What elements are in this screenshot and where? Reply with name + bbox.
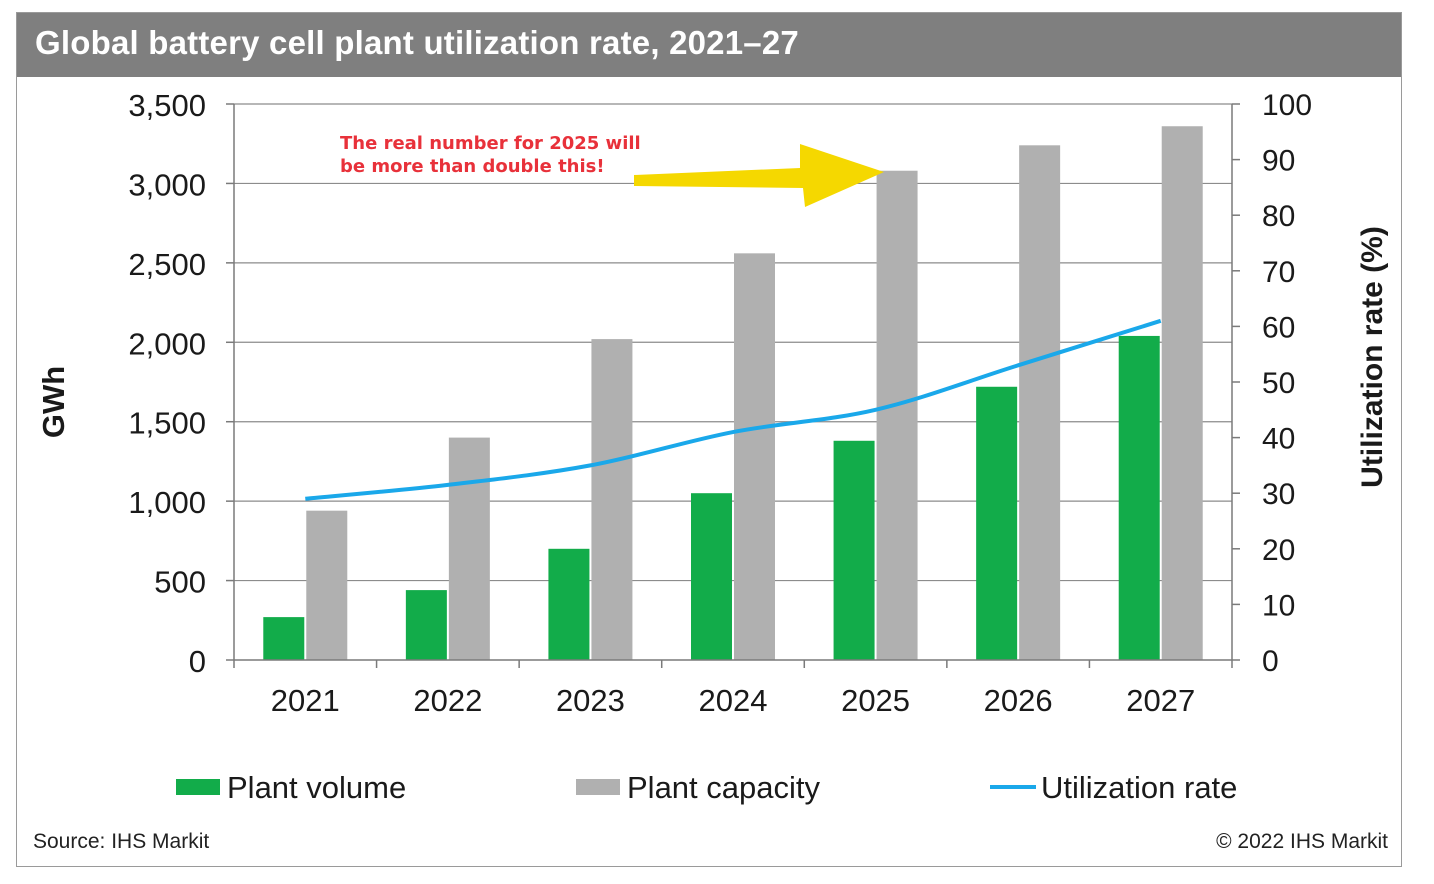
- y-axis-title: GWh: [36, 366, 71, 438]
- chart-title: Global battery cell plant utilization ra…: [35, 24, 799, 61]
- y-right-tick-label: 70: [1262, 256, 1295, 289]
- y-right-tick-label: 60: [1262, 311, 1295, 344]
- x-tick-label: 2022: [413, 683, 482, 718]
- y-right-tick-label: 100: [1262, 89, 1312, 122]
- bar-plant-capacity: [734, 253, 775, 660]
- annotation-text: The real number for 2025 will: [340, 133, 641, 154]
- legend-label: Plant capacity: [627, 770, 820, 805]
- bar-plant-capacity: [1019, 145, 1061, 660]
- y-tick-label: 0: [189, 644, 206, 679]
- bar-plant-volume: [548, 548, 590, 660]
- y-tick-label: 3,500: [128, 88, 206, 123]
- y-right-tick-label: 80: [1262, 200, 1295, 233]
- bar-plant-volume: [976, 386, 1018, 660]
- bar-plant-capacity: [591, 339, 633, 660]
- bar-plant-volume: [1118, 335, 1160, 660]
- bar-plant-capacity: [306, 510, 348, 660]
- y-right-tick-label: 30: [1262, 478, 1295, 511]
- annotation-text: be more than double this!: [340, 156, 605, 177]
- x-tick-label: 2024: [699, 683, 768, 718]
- y-tick-label: 3,000: [128, 167, 206, 202]
- y-right-tick-label: 50: [1262, 367, 1295, 400]
- x-tick-label: 2023: [556, 683, 625, 718]
- bar-plant-volume: [833, 440, 875, 660]
- y-right-tick-label: 40: [1262, 423, 1295, 456]
- annotation-arrow: [634, 144, 884, 207]
- y-right-axis-title: Utilization rate (%): [1356, 226, 1389, 488]
- y-tick-label: 2,000: [128, 326, 206, 361]
- y-tick-label: 1,000: [128, 485, 206, 520]
- legend-swatch: [176, 779, 220, 795]
- x-tick-label: 2027: [1126, 683, 1195, 718]
- x-tick-label: 2026: [984, 683, 1053, 718]
- title-bar: Global battery cell plant utilization ra…: [17, 13, 1401, 77]
- legend-swatch: [576, 779, 620, 795]
- bar-plant-capacity: [876, 170, 918, 660]
- y-tick-label: 1,500: [128, 406, 206, 441]
- y-right-tick-label: 20: [1262, 534, 1295, 567]
- y-tick-label: 2,500: [128, 247, 206, 282]
- utilization-rate-line: [305, 318, 1162, 501]
- legend-label: Utilization rate: [1041, 770, 1237, 805]
- source-note: Source: IHS Markit: [33, 830, 210, 853]
- copyright-note: © 2022 IHS Markit: [1216, 830, 1388, 853]
- y-right-tick-label: 10: [1262, 589, 1295, 622]
- bar-plant-volume: [263, 617, 305, 660]
- legend-label: Plant volume: [227, 770, 406, 805]
- bar-plant-capacity: [1161, 126, 1203, 661]
- y-right-tick-label: 90: [1262, 145, 1295, 178]
- y-tick-label: 500: [154, 565, 206, 600]
- bar-plant-volume: [691, 493, 732, 660]
- x-tick-label: 2021: [271, 683, 340, 718]
- bar-plant-volume: [405, 590, 447, 660]
- bar-plant-capacity: [448, 437, 490, 660]
- y-right-tick-label: 0: [1262, 645, 1279, 678]
- x-tick-label: 2025: [841, 683, 910, 718]
